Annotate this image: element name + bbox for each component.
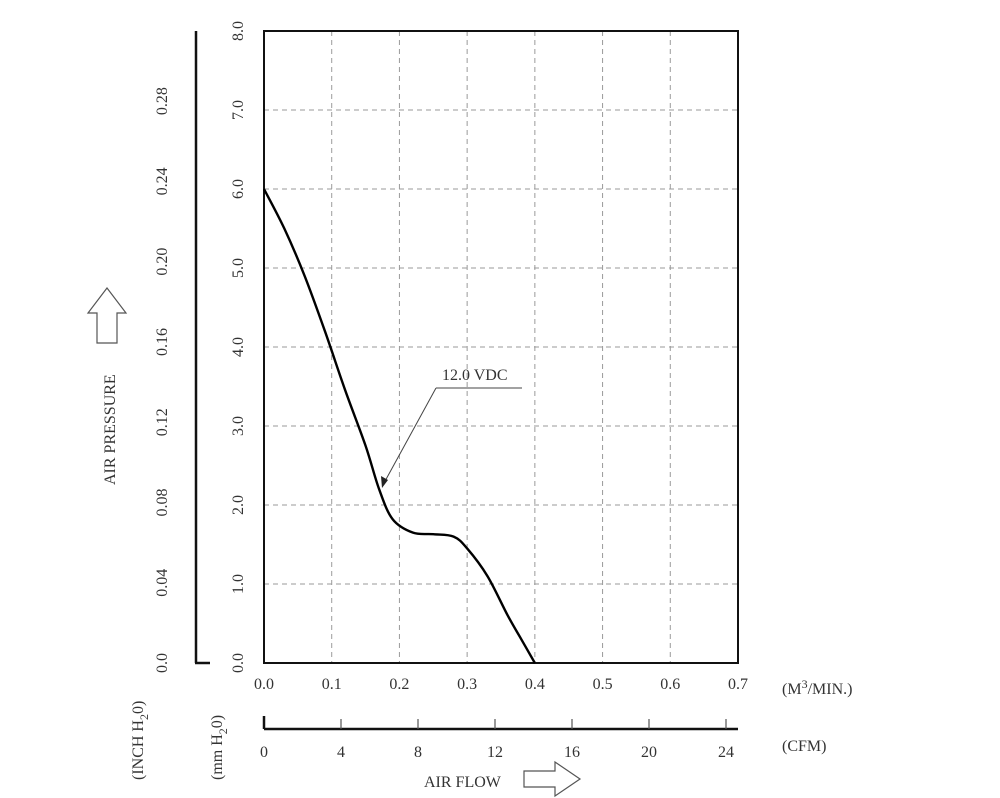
y-inch-tick-label: 0.16 [154, 328, 171, 356]
x-unit-cfm: (CFM) [782, 738, 826, 755]
x-m3-tick-label: 0.1 [322, 676, 342, 693]
cfm-tick-marks [340, 719, 727, 729]
y-inch-tick-label: 0.04 [154, 569, 171, 597]
y-mm-tick-label: 7.0 [230, 100, 247, 120]
plot-frame [263, 30, 739, 664]
x-cfm-tick-label: 12 [487, 744, 503, 761]
series-line-12vdc [262, 188, 536, 664]
x-m3-tick-label: 0.5 [593, 676, 613, 693]
y-unit-inchh2o: (INCH H20) [130, 701, 151, 780]
y-mm-tick-label: 2.0 [230, 495, 247, 515]
right-arrow-icon [523, 760, 582, 798]
annotation-leader [383, 387, 437, 484]
x-axis-title: AIR FLOW [424, 774, 502, 791]
x-m3-tick-label: 0.2 [389, 676, 409, 693]
x-cfm-tick-label: 4 [337, 744, 345, 761]
y-mm-tick-label: 0.0 [230, 653, 247, 673]
y-inch-tick-label: 0.24 [154, 167, 171, 195]
y-inch-tick-label: 0.20 [154, 248, 171, 276]
x-m3-tick-labels: 0.0 0.1 0.2 0.3 0.4 0.5 0.6 0.7 [254, 676, 748, 693]
y-mm-tick-label: 8.0 [230, 21, 247, 41]
x-m3-tick-label: 0.3 [457, 676, 477, 693]
up-arrow-icon [86, 287, 128, 344]
y-inch-tick-labels: 0.0 0.04 0.08 0.12 0.16 0.20 0.24 0.28 [154, 87, 171, 673]
y-mm-tick-labels: 0.0 1.0 2.0 3.0 4.0 5.0 6.0 7.0 8.0 [230, 21, 247, 673]
x-m3-tick-label: 0.6 [660, 676, 680, 693]
y-mm-tick-label: 1.0 [230, 574, 247, 594]
x-cfm-tick-label: 16 [564, 744, 580, 761]
x-unit-m3min: (M3/MIN.) [782, 677, 852, 698]
y-mm-tick-label: 5.0 [230, 258, 247, 278]
x-cfm-tick-label: 0 [260, 744, 268, 761]
y-mm-tick-label: 3.0 [230, 416, 247, 436]
grid [264, 31, 738, 663]
x-cfm-tick-label: 20 [641, 744, 657, 761]
y-inch-tick-label: 0.12 [154, 408, 171, 436]
annotation-arrowhead [381, 476, 388, 488]
x-cfm-tick-label: 24 [718, 744, 734, 761]
series-annotation: 12.0 VDC [381, 367, 522, 488]
x-cfm-tick-labels: 0 4 8 12 16 20 24 [260, 744, 734, 761]
x-m3-tick-label: 0.0 [254, 676, 274, 693]
x-m3-tick-label: 0.4 [525, 676, 545, 693]
y-unit-mmh2o: (mm H20) [209, 715, 230, 780]
annotation-label: 12.0 VDC [442, 367, 508, 384]
y-inch-tick-label: 0.08 [154, 488, 171, 516]
x-m3-tick-label: 0.7 [728, 676, 748, 693]
y-inch-tick-label: 0.28 [154, 87, 171, 115]
y-axis-title: AIR PRESSURE [102, 374, 119, 485]
y-mm-tick-label: 6.0 [230, 179, 247, 199]
y-mm-tick-label: 4.0 [230, 337, 247, 357]
y-inch-tick-label: 0.0 [154, 653, 171, 673]
x-cfm-tick-label: 8 [414, 744, 422, 761]
